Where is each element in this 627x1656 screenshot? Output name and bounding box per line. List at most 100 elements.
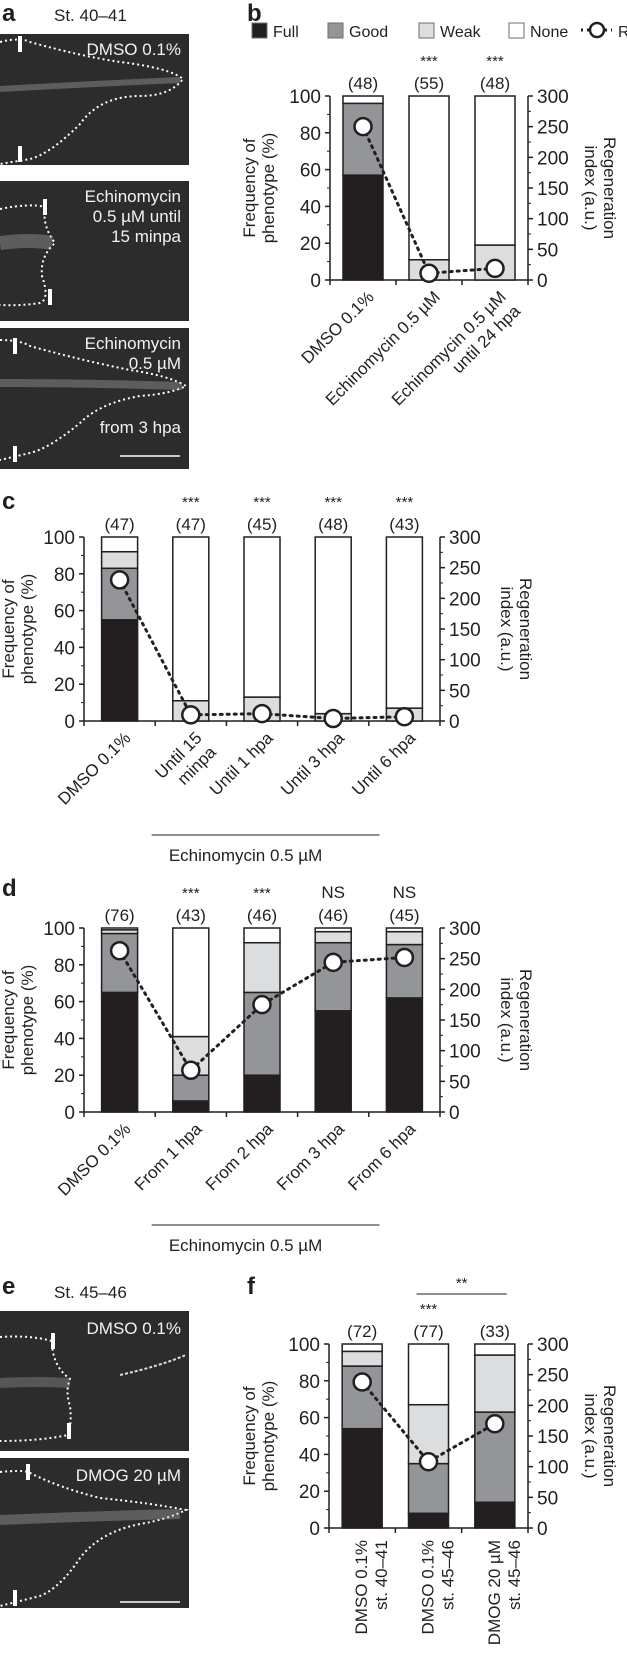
micrograph-label: Echinomycin 0.5 µM: [84, 334, 181, 373]
y2-tick-label: 200: [449, 980, 481, 1001]
micrograph-e-dmso: DMSO 0.1%: [0, 1311, 189, 1451]
stage-label-a: St. 40–41: [54, 6, 127, 25]
y-tick-label: 100: [43, 528, 75, 549]
ri-marker: [323, 708, 343, 729]
legend-swatch-none: [508, 22, 525, 39]
ri-marker: [352, 1372, 372, 1392]
n-label: (45): [247, 515, 277, 534]
y2-tick-label: 100: [537, 210, 569, 231]
y-tick-label: 20: [54, 1066, 75, 1087]
bar-segment-full: [341, 1427, 383, 1529]
y2-tick-label: 150: [537, 179, 569, 200]
bar-segment-full: [474, 1501, 516, 1529]
y-tick-label: 60: [54, 993, 75, 1014]
y2-tick-label: 250: [449, 559, 481, 580]
significance-label: ***: [182, 885, 200, 902]
y-tick-label: 80: [54, 956, 75, 977]
n-label: (76): [104, 906, 134, 925]
panel-letter-d: d: [2, 875, 17, 902]
ri-marker: [109, 940, 130, 961]
n-label: (33): [480, 1322, 510, 1341]
significance-label: ***: [253, 494, 271, 511]
y-tick-label: 40: [54, 1029, 75, 1050]
bar-segment-good: [407, 1462, 450, 1515]
ri-marker: [252, 994, 272, 1015]
y-axis-label: Frequency ofphenotype (%): [240, 133, 278, 244]
micrograph-label-bottom: from 3 hpa: [99, 418, 181, 437]
legend-swatch-good: [327, 22, 344, 39]
stage-label-e: St. 45–46: [54, 1283, 127, 1302]
y2-tick-label: 50: [449, 1072, 470, 1093]
n-label: (47): [104, 515, 134, 534]
bar-segment-full: [407, 1512, 450, 1529]
x-tick-label: DMSO 0.1%st. 45–46: [419, 1540, 458, 1634]
bar-segment-none: [385, 927, 424, 933]
bar-segment-none: [474, 1343, 516, 1356]
y2-tick-label: 200: [449, 589, 481, 610]
ri-marker: [353, 116, 373, 137]
tail-outline: [0, 199, 57, 307]
significance-label: ***: [324, 494, 342, 511]
significance-label: ***: [420, 53, 438, 70]
bar-segment-none: [385, 536, 424, 709]
significance-label: NS: [321, 883, 345, 902]
y-tick-label: 60: [300, 161, 321, 182]
panel-letter-f: f: [247, 1273, 255, 1300]
bar-segment-none: [474, 95, 516, 246]
panel-letter-b: b: [247, 0, 262, 27]
chart-c: 0 20 40 60 80 100 0 50 100 150 200 250 300 Frequency …: [0, 494, 535, 865]
y2-tick-label: 300: [537, 1335, 569, 1356]
y2-tick-label: 150: [537, 1427, 569, 1448]
bar-segment-none: [100, 536, 139, 553]
y-axis-label: Frequency ofphenotype (%): [0, 574, 37, 685]
bar-segment-none: [407, 1343, 450, 1406]
y-tick-label: 20: [299, 1482, 320, 1503]
n-label: (72): [347, 1322, 377, 1341]
significance-label: ***: [182, 494, 200, 511]
n-label: (47): [176, 515, 206, 534]
y2-tick-label: 0: [449, 1103, 460, 1124]
y2-tick-label: 250: [537, 1366, 569, 1387]
y-tick-label: 0: [309, 1519, 320, 1540]
y2-tick-label: 50: [537, 1488, 558, 1509]
significance-label: ***: [420, 1301, 438, 1318]
y2-axis-label: Regenerationindex (a.u.): [581, 1385, 619, 1487]
significance-label: NS: [393, 883, 417, 902]
y2-tick-label: 0: [537, 271, 548, 292]
bar-segment-full: [342, 174, 384, 281]
ri-marker: [323, 952, 343, 973]
group-label: Echinomycin 0.5 µM: [169, 846, 322, 865]
tail-outline: [0, 36, 185, 165]
ri-marker: [485, 1413, 505, 1434]
ri-marker: [419, 263, 439, 284]
x-tick-label: DMSO 0.1%st. 40–41: [352, 1540, 391, 1634]
group-label: Echinomycin 0.5 µM: [169, 1236, 322, 1255]
bar-segment-none: [408, 95, 450, 261]
y2-tick-label: 300: [449, 528, 481, 549]
bar-segment-none: [342, 95, 384, 105]
ri-marker: [394, 706, 415, 727]
y-axis-label: Frequency ofphenotype (%): [240, 1381, 278, 1492]
bar-segment-weak: [243, 941, 281, 994]
comparison-significance: **: [456, 1275, 468, 1292]
significance-label: ***: [253, 885, 271, 902]
bar-segment-none: [314, 927, 352, 933]
ri-marker: [394, 947, 415, 968]
y-tick-label: 100: [289, 87, 321, 108]
y2-tick-label: 300: [449, 919, 481, 940]
n-label: (48): [348, 74, 378, 93]
y-tick-label: 60: [54, 602, 75, 623]
micrograph-label: DMSO 0.1%: [86, 40, 181, 59]
y2-axis-label: Regenerationindex (a.u.): [497, 969, 535, 1071]
ri-marker: [181, 705, 201, 725]
x-tick-label: DMOG 20 µMst. 45–46: [485, 1540, 524, 1645]
micrograph-label: Echinomycin 0.5 µM until 15 minpa: [84, 187, 181, 246]
panel-letter-e: e: [2, 1273, 16, 1300]
y-tick-label: 100: [43, 919, 75, 940]
significance-label: ***: [486, 53, 504, 70]
tail-outline: [0, 1333, 187, 1442]
legend-swatch-weak: [418, 22, 435, 39]
legend-label-none: None: [530, 24, 568, 41]
y2-tick-label: 0: [537, 1519, 548, 1540]
micrograph-e-dmog: DMOG 20 µM: [0, 1458, 189, 1608]
